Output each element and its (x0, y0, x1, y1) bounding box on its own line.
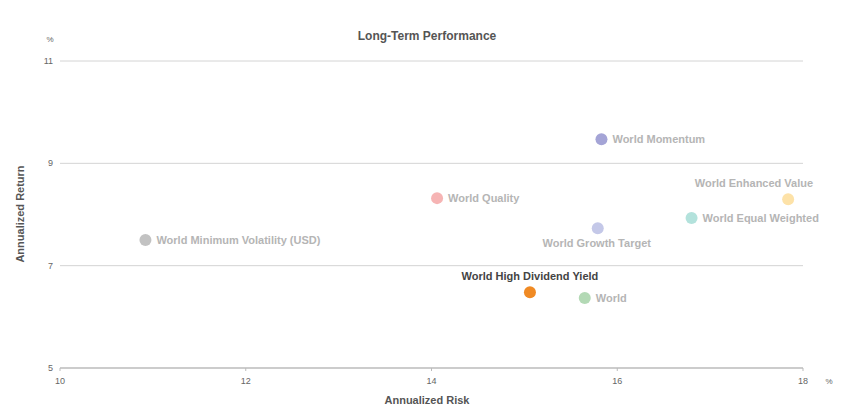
point-label: World Growth Target (543, 237, 652, 249)
point-labels: World Momentum World Quality World Enhance… (156, 133, 818, 304)
y-tick-label: 7 (48, 261, 53, 271)
grid-line (60, 265, 803, 266)
x-tick (60, 368, 61, 371)
point (595, 133, 607, 145)
point-label: World (596, 292, 627, 304)
point (686, 212, 698, 224)
grid-line (60, 163, 803, 164)
y-unit: % (46, 35, 53, 44)
x-tick-label: 18 (798, 376, 808, 386)
point-label: World Minimum Volatility (USD) (156, 234, 320, 246)
point (431, 192, 443, 204)
x-tick-label: 12 (241, 376, 251, 386)
y-tick-label: 5 (48, 363, 53, 373)
x-tick (617, 368, 618, 371)
x-tick-label: 14 (426, 376, 436, 386)
y-tick-label: 11 (44, 56, 53, 66)
y-tick-label: 9 (48, 158, 53, 168)
x-tick (431, 368, 432, 371)
y-axis-label: Annualized Return (14, 165, 26, 262)
x-tick-label: 16 (612, 376, 622, 386)
point (139, 234, 151, 246)
chart: Long-Term Performance 5 7 9 11 10 12 14 16 18%% An… (0, 0, 849, 413)
point (782, 193, 794, 205)
x-tick (245, 368, 246, 371)
point-label: World Enhanced Value (695, 177, 813, 189)
point-label: World High Dividend Yield (462, 270, 599, 282)
point (524, 286, 536, 298)
x-unit: % (825, 377, 832, 386)
point (579, 292, 591, 304)
point-label: World Quality (448, 192, 520, 204)
x-axis-label: Annualized Risk (385, 394, 471, 406)
grid-line (60, 61, 803, 62)
title: Long-Term Performance (358, 29, 497, 43)
x-tick (803, 368, 804, 371)
marks (139, 133, 794, 304)
point-label: World Equal Weighted (703, 212, 819, 224)
point-label: World Momentum (612, 133, 705, 145)
point (592, 222, 604, 234)
x-tick-label: 10 (55, 376, 65, 386)
